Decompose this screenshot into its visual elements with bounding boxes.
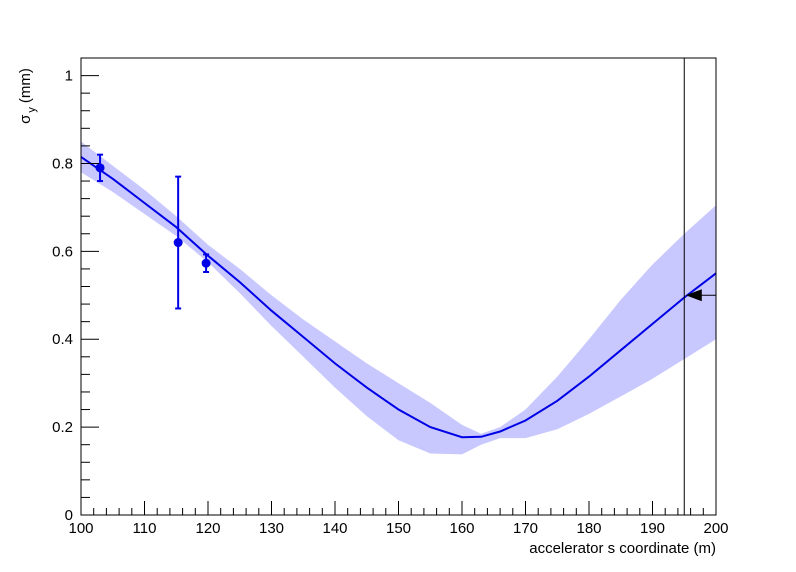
- x-tick-label: 100: [68, 520, 93, 537]
- x-tick-label: 160: [449, 520, 474, 537]
- y-tick-label: 0.6: [52, 243, 73, 260]
- fit-line: [80, 156, 717, 439]
- y-tick-label: 0.2: [52, 419, 73, 436]
- data-point-3: [201, 258, 211, 268]
- y-tick-label: 0: [65, 507, 73, 524]
- confidence-band: [81, 141, 716, 455]
- x-tick-label: 170: [513, 520, 538, 537]
- x-tick-label: 110: [133, 520, 157, 537]
- confidence-band-layer: [81, 141, 716, 455]
- x-axis-ticks: 100 110 120 130 140 150 160 170 180 190 200: [68, 501, 729, 537]
- x-tick-label: 120: [195, 520, 220, 537]
- y-axis-label-subscript: y: [26, 107, 38, 113]
- data-point-2: [173, 238, 183, 248]
- y-axis-label-symbol: σ: [17, 114, 34, 124]
- fit-line-layer: [80, 156, 717, 439]
- x-tick-label: 180: [576, 520, 601, 537]
- data-point-1: [95, 163, 105, 173]
- x-axis-label: accelerator s coordinate (m): [529, 540, 716, 557]
- y-tick-label: 0.8: [52, 155, 73, 172]
- y-axis-label-unit: (mm): [17, 68, 34, 103]
- y-tick-label: 1: [65, 68, 73, 85]
- x-tick-label: 130: [259, 520, 284, 537]
- x-tick-label: 150: [386, 520, 411, 537]
- x-tick-label: 140: [322, 520, 347, 537]
- measurements-layer: [95, 153, 211, 310]
- y-axis-label: σy (mm): [17, 68, 38, 124]
- y-tick-label: 0.4: [52, 331, 73, 348]
- x-tick-label: 190: [640, 520, 665, 537]
- marker-layer: [683, 58, 716, 515]
- arrow-marker: [685, 289, 702, 302]
- y-axis-ticks: 0 0.2 0.4 0.6 0.8 1: [52, 57, 99, 524]
- x-tick-label: 200: [703, 520, 728, 537]
